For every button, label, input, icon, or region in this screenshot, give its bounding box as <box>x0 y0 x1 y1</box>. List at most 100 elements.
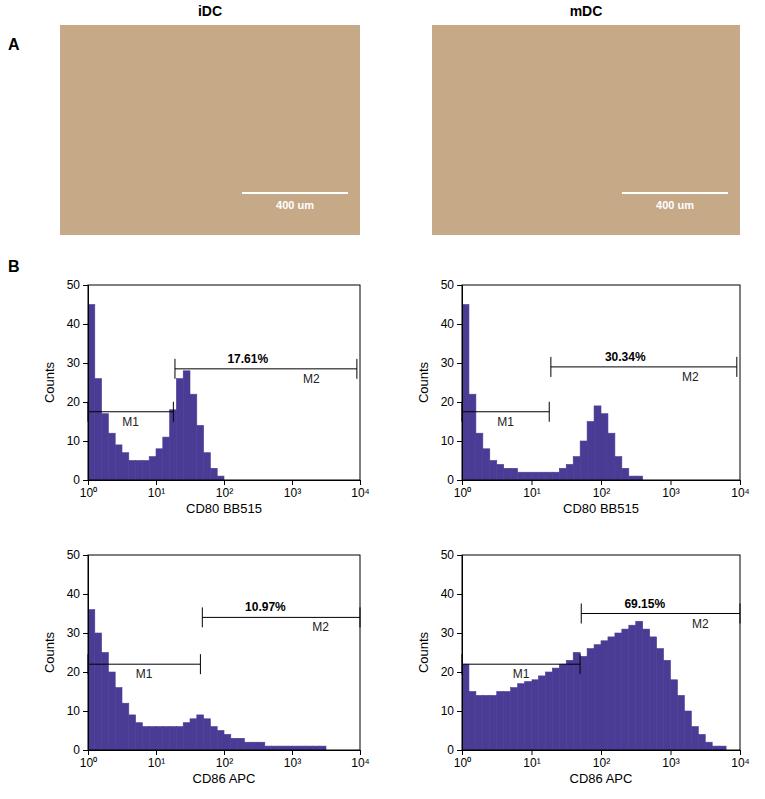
histogram-bar <box>629 476 636 480</box>
tick-mark <box>457 594 462 595</box>
tick-label: 0 <box>73 743 80 757</box>
gate-end <box>740 604 741 624</box>
tick-label: 10¹ <box>148 486 165 500</box>
y-tick: 20 <box>441 665 462 679</box>
micrograph: 400 um <box>60 25 360 235</box>
histogram-bar <box>636 476 643 480</box>
histogram-bar <box>292 746 299 750</box>
tick-label: 40 <box>441 587 455 601</box>
bars <box>462 305 643 481</box>
x-tick: 10⁴ <box>351 480 370 500</box>
tick-label: 30 <box>441 626 455 640</box>
x-tick: 10⁴ <box>731 480 750 500</box>
y-tick: 50 <box>441 548 462 562</box>
histogram-bar <box>306 746 313 750</box>
x-tick: 10⁰ <box>80 750 97 770</box>
histogram-bar <box>664 660 671 750</box>
histogram-bar <box>677 695 684 750</box>
tick-mark <box>457 285 462 286</box>
histogram-bar <box>469 692 476 751</box>
histogram-bar <box>238 738 245 750</box>
plot-frame <box>88 555 360 750</box>
tick-mark <box>457 555 462 556</box>
histogram-bar <box>231 738 238 750</box>
x-tick: 10³ <box>662 750 679 770</box>
tick-mark <box>457 750 462 751</box>
x-tick: 10² <box>216 480 233 500</box>
x-tick: 10³ <box>662 480 679 500</box>
gate-end <box>462 402 463 422</box>
gate-percent: 17.61% <box>227 352 268 366</box>
axis-line <box>463 751 741 756</box>
gate-line <box>462 664 580 665</box>
tick-label: 50 <box>67 548 81 562</box>
x-axis: 10⁰10¹10²10³10⁴ <box>80 750 370 770</box>
histogram-bar <box>183 723 190 750</box>
scale-bar-label: 400 um <box>656 199 694 211</box>
tick-label: 20 <box>441 395 455 409</box>
histogram-bar <box>210 468 217 480</box>
histogram-bar <box>136 461 143 481</box>
tick-label: 10² <box>593 756 610 770</box>
y-tick: 10 <box>441 434 462 448</box>
gate: M230.34% <box>551 350 737 384</box>
axis-line <box>457 286 463 481</box>
y-axis-title: Counts <box>416 631 431 673</box>
bars <box>462 621 726 750</box>
y-axis: 01020304050 <box>441 548 463 757</box>
micrograph: 400 um <box>432 25 740 235</box>
y-axis-title: Counts <box>42 631 57 673</box>
tick-mark <box>83 402 88 403</box>
tick-mark <box>457 402 462 403</box>
histogram-bar <box>608 637 615 750</box>
histogram-bar <box>163 727 170 750</box>
x-axis-title: CD86 APC <box>570 771 633 786</box>
x-tick: 10⁴ <box>731 750 750 770</box>
gate: M1 <box>88 402 173 429</box>
y-axis: 01020304050 <box>441 278 463 487</box>
histogram-bar <box>102 414 109 480</box>
histogram-bar <box>190 719 197 750</box>
tick-label: 50 <box>441 548 455 562</box>
tick-mark <box>83 285 88 286</box>
histogram-bar <box>538 472 545 480</box>
y-tick: 20 <box>441 395 462 409</box>
x-tick: 10¹ <box>148 750 165 770</box>
histogram-bar <box>684 711 691 750</box>
y-tick: 50 <box>67 548 88 562</box>
tick-mark <box>457 672 462 673</box>
tick-mark <box>457 324 462 325</box>
y-tick: 40 <box>441 587 462 601</box>
histogram-bar <box>573 457 580 480</box>
gate-line <box>581 613 740 614</box>
histogram-bar <box>251 742 258 750</box>
label-patch <box>134 667 155 681</box>
histogram-bar <box>204 719 211 750</box>
histogram-bar <box>615 633 622 750</box>
y-tick: 0 <box>73 473 88 487</box>
histogram-bar <box>183 371 190 480</box>
tick-mark <box>83 555 88 556</box>
tick-label: 10¹ <box>148 756 165 770</box>
x-axis-title: CD86 APC <box>193 771 256 786</box>
axis-line <box>83 556 89 751</box>
gate-end <box>200 654 201 674</box>
histogram-bar <box>462 664 469 750</box>
histogram-bar <box>580 656 587 750</box>
x-axis-title: CD80 BB515 <box>186 501 262 516</box>
histogram-bar <box>580 441 587 480</box>
y-tick: 10 <box>67 434 88 448</box>
histogram-bar <box>615 457 622 480</box>
tick-label: 10 <box>67 434 81 448</box>
histogram-bar <box>163 437 170 480</box>
y-tick: 30 <box>67 626 88 640</box>
tick-mark <box>601 750 602 755</box>
tick-label: 50 <box>441 278 455 292</box>
histogram-bar <box>224 734 231 750</box>
histogram-bar <box>566 660 573 750</box>
gate-line <box>88 411 173 412</box>
histogram-bar <box>476 433 483 480</box>
histogram-bar <box>552 668 559 750</box>
y-axis-title: Counts <box>416 361 431 403</box>
histogram-bar <box>142 461 149 481</box>
